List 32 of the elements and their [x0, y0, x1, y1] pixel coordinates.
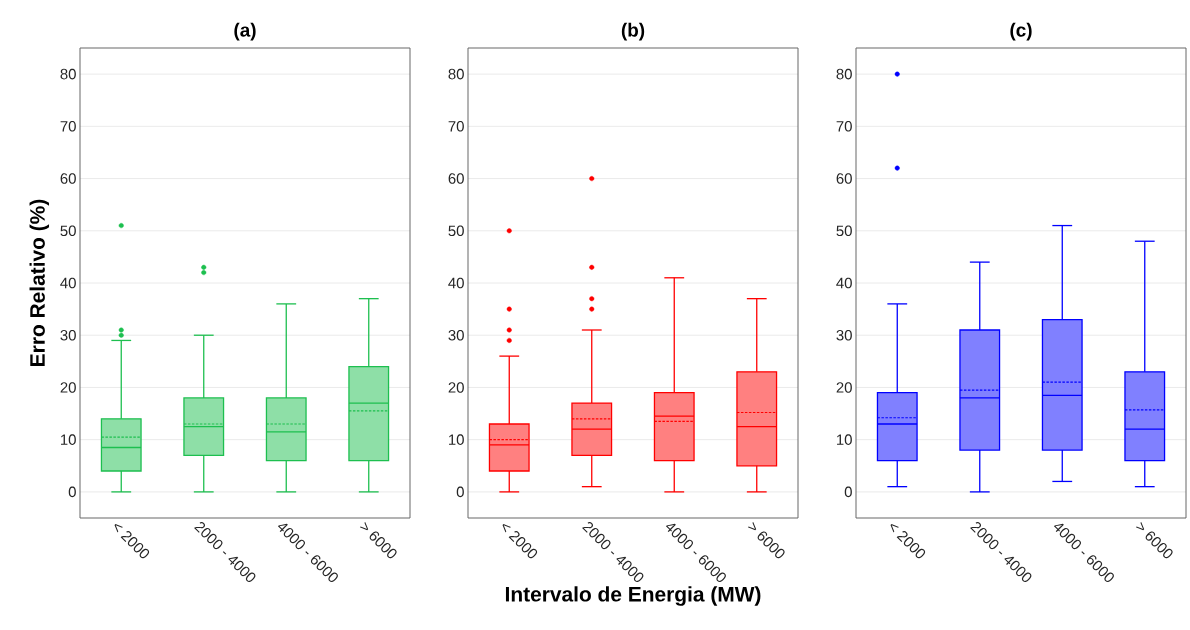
y-tick-label: 30: [836, 329, 852, 341]
y-tick-label: 20: [448, 382, 464, 393]
y-tick-label: 0: [456, 486, 464, 498]
y-tick-label: 40: [836, 277, 852, 289]
y-tick-label: 60: [60, 173, 76, 184]
y-tick-label: 80: [836, 68, 852, 80]
y-tick-label: 70: [60, 121, 76, 132]
y-tick-label: 60: [836, 173, 852, 184]
y-tick-label: 50: [448, 225, 464, 237]
y-tick-label: 40: [60, 277, 76, 289]
y-tick-label: 0: [844, 486, 852, 498]
y-tick-label: 10: [837, 434, 852, 445]
y-tick-label: 30: [60, 329, 76, 341]
chart-title: (a): [234, 22, 256, 41]
y-tick-label: 10: [61, 434, 76, 445]
y-tick-label: 80: [60, 68, 76, 80]
y-tick-label: 70: [836, 121, 852, 132]
y-tick-label: 50: [60, 225, 76, 237]
y-axis-title: Erro Relativo (%): [29, 199, 50, 366]
y-tick-label: 70: [448, 121, 464, 132]
y-tick-label: 20: [836, 382, 852, 393]
y-tick-label: 50: [836, 225, 852, 237]
y-tick-label: 20: [60, 382, 76, 393]
y-tick-label: 60: [448, 173, 464, 184]
y-tick-label: 10: [449, 434, 464, 445]
y-tick-label: 0: [68, 486, 76, 498]
y-tick-label: 40: [448, 277, 464, 289]
y-tick-label: 80: [448, 68, 464, 80]
chart-title: (b): [621, 22, 645, 41]
y-tick-label: 30: [448, 329, 464, 341]
x-axis-title: Intervalo de Energia (MW): [505, 586, 761, 606]
chart-title: (c): [1010, 22, 1032, 41]
